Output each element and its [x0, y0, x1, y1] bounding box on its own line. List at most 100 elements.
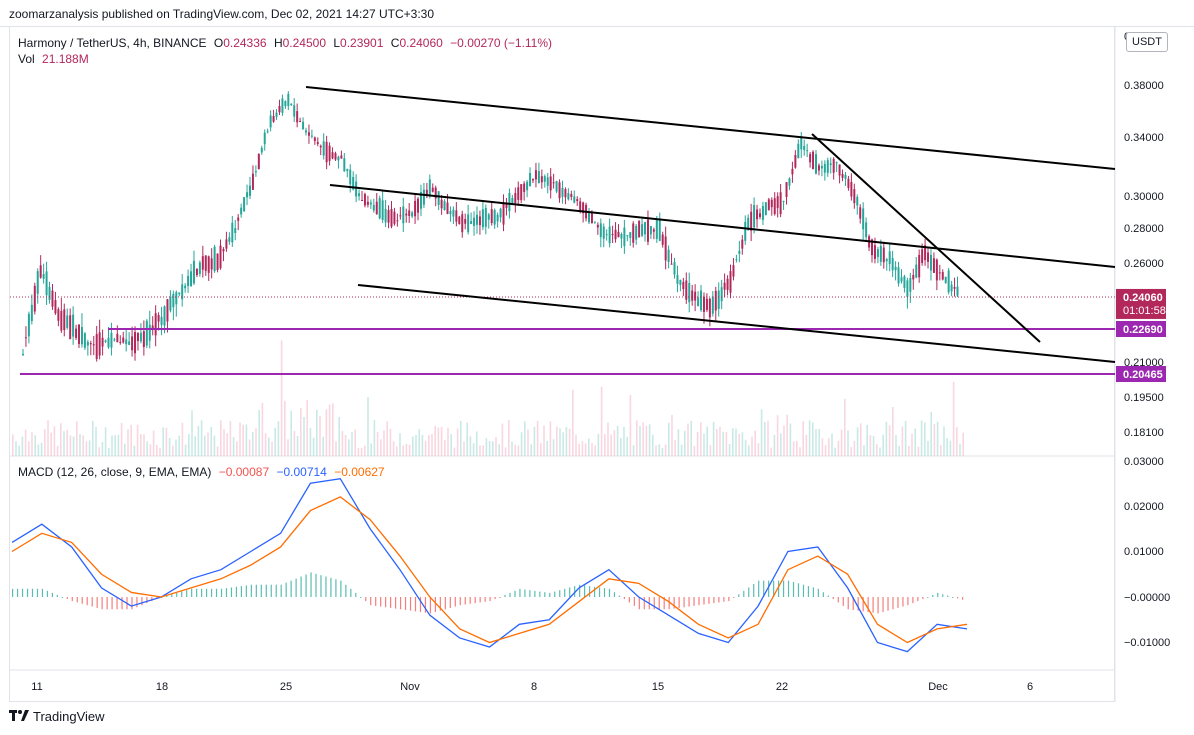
candle-body: [534, 170, 537, 180]
volume-bar: [360, 447, 363, 456]
candle-body: [738, 250, 741, 254]
candle-body: [237, 217, 240, 221]
symbol-title: Harmony / TetherUS, 4h, BINANCE: [18, 36, 207, 50]
high-label: H: [273, 36, 283, 50]
candle-body: [927, 252, 930, 262]
candle-body: [251, 173, 254, 190]
candle-body: [679, 279, 682, 285]
volume-bar: [946, 438, 948, 456]
volume-bar: [741, 432, 744, 456]
candle-body: [670, 263, 673, 265]
volume-bar: [572, 389, 574, 456]
volume-bar: [492, 441, 494, 456]
macd-histogram-bar: [922, 597, 924, 600]
volume-bar: [210, 426, 212, 456]
volume-bar: [328, 404, 331, 456]
volume-bar: [744, 439, 747, 456]
candle-body: [809, 154, 812, 163]
macd-histogram-bar: [837, 597, 839, 603]
top-bar: zoomarzanalysis published on TradingView…: [0, 0, 1194, 27]
high-value: 0.24500: [282, 36, 326, 50]
open-value: 0.24336: [223, 36, 267, 50]
volume-bar: [24, 429, 27, 456]
candle-body: [885, 259, 888, 262]
volume-bar: [610, 434, 612, 456]
candle-body: [788, 178, 791, 186]
candle-body: [75, 328, 78, 338]
candle-body: [154, 313, 157, 336]
macd-histogram-bar: [245, 585, 247, 597]
candle-body: [92, 344, 95, 346]
macd-histogram-bar: [106, 597, 108, 610]
candle-body: [372, 204, 375, 211]
macd-hist-value: −0.00087: [218, 465, 270, 479]
candle-body: [290, 104, 293, 106]
volume-bar: [264, 433, 267, 456]
candle-body: [779, 192, 782, 215]
candle-body: [293, 105, 296, 117]
price-tick-label: 0.19500: [1124, 392, 1164, 404]
candle-body: [190, 271, 193, 287]
candle-body: [688, 283, 691, 303]
candle-body: [897, 267, 900, 284]
volume-bar: [658, 444, 660, 456]
volume-bar: [652, 434, 654, 456]
volume-bar: [207, 432, 209, 456]
volume-bar: [930, 412, 932, 456]
macd-histogram-bar: [688, 597, 690, 607]
volume-bar: [370, 443, 372, 456]
macd-histogram-bar: [166, 595, 168, 597]
macd-histogram-bar: [419, 597, 422, 613]
candle-body: [717, 290, 720, 309]
candle-body: [891, 258, 894, 271]
candle-body: [257, 153, 260, 170]
volume-bar: [364, 445, 366, 456]
candle-body: [729, 271, 732, 293]
macd-legend: MACD (12, 26, close, 9, EMA, EMA) −0.000…: [18, 465, 389, 479]
macd-histogram-bar: [842, 597, 844, 606]
candle-body: [319, 145, 322, 148]
macd-histogram-bar: [350, 588, 352, 597]
candle-body: [496, 214, 499, 222]
macd-histogram-bar: [31, 588, 34, 597]
volume-bar: [92, 420, 94, 456]
macd-histogram-bar: [300, 576, 302, 597]
volume-bar: [268, 437, 270, 456]
candle-body: [443, 201, 446, 210]
volume-bar: [456, 428, 459, 456]
macd-histogram-bar: [832, 597, 834, 600]
macd-line-value: −0.00714: [276, 465, 327, 479]
candle-body: [33, 285, 36, 312]
candle-body: [86, 341, 89, 346]
volume-bar: [792, 441, 795, 456]
volume-bar: [498, 444, 500, 456]
candle-body: [142, 331, 145, 347]
candle-body: [449, 211, 452, 215]
macd-histogram-bar: [703, 597, 705, 605]
candle-body: [932, 258, 935, 273]
volume-bar: [332, 403, 334, 456]
volume-bar: [680, 444, 683, 456]
candle-body: [806, 150, 809, 152]
volume-bar: [892, 407, 894, 456]
macd-histogram-bar: [41, 588, 44, 597]
volume-bar: [645, 425, 648, 456]
trendline-descending-resistance: [811, 133, 1041, 343]
macd-histogram-bar: [618, 595, 621, 597]
macd-histogram-bar: [66, 597, 68, 600]
macd-histogram-bar: [146, 597, 148, 604]
last-price-label-bg: [1116, 288, 1166, 319]
volume-bar: [69, 435, 72, 456]
candle-body: [732, 265, 735, 277]
candle-body: [850, 181, 853, 197]
candle-body: [747, 217, 750, 231]
volume-bar: [901, 426, 904, 456]
candle-body: [349, 169, 352, 185]
volume-bar: [770, 447, 772, 456]
currency-button[interactable]: USDT: [1126, 32, 1168, 52]
candle-body: [128, 341, 131, 345]
volume-bar: [95, 427, 97, 456]
volume-bar: [869, 435, 872, 456]
volume-bar: [56, 445, 59, 456]
